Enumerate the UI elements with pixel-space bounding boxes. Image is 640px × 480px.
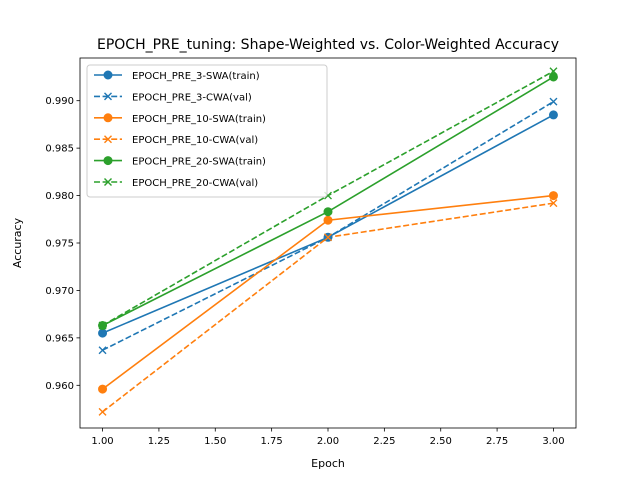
x-tick-label: 1.75 bbox=[261, 436, 283, 447]
chart-title: EPOCH_PRE_tuning: Shape-Weighted vs. Col… bbox=[97, 37, 559, 53]
y-tick-label: 0.965 bbox=[45, 333, 74, 344]
legend-marker bbox=[103, 156, 113, 166]
series-5-point bbox=[549, 67, 558, 76]
legend-marker bbox=[103, 113, 113, 123]
x-tick-label: 1.25 bbox=[148, 436, 170, 447]
x-tick-label: 2.50 bbox=[430, 436, 452, 447]
series-1-point bbox=[549, 97, 558, 106]
series-2-point bbox=[323, 215, 333, 225]
legend-label: EPOCH_PRE_3-CWA(val) bbox=[132, 92, 252, 103]
legend-label: EPOCH_PRE_10-CWA(val) bbox=[132, 135, 258, 146]
series-2-point bbox=[98, 384, 108, 394]
legend-box bbox=[86, 64, 328, 198]
y-tick-label: 0.960 bbox=[45, 381, 74, 392]
series-0-point bbox=[98, 328, 108, 338]
legend-label: EPOCH_PRE_20-CWA(val) bbox=[132, 178, 258, 189]
series-3-point bbox=[549, 199, 558, 208]
series-3-point bbox=[324, 233, 332, 242]
x-axis-ticks: 1.00 1.25 1.50 1.75 2.00 2.25 2.50 2.75 3.00 bbox=[91, 428, 565, 447]
legend: EPOCH_PRE_3-SWA(train) EPOCH_PRE_3-CWA(va… bbox=[86, 64, 328, 198]
legend-marker bbox=[104, 135, 112, 144]
series-4-point bbox=[323, 207, 333, 217]
x-tick-label: 1.00 bbox=[91, 436, 113, 447]
x-axis-label: Epoch bbox=[311, 457, 345, 470]
legend-label: EPOCH_PRE_10-SWA(train) bbox=[132, 114, 266, 125]
series-5-point bbox=[98, 321, 107, 330]
x-tick-label: 3.00 bbox=[542, 436, 564, 447]
series-3-point bbox=[98, 407, 107, 416]
legend-label: EPOCH_PRE_20-SWA(train) bbox=[132, 157, 266, 168]
series-1-point bbox=[98, 346, 107, 355]
series-0-point bbox=[548, 110, 558, 120]
y-tick-label: 0.975 bbox=[45, 239, 74, 250]
x-tick-label: 2.25 bbox=[373, 436, 395, 447]
legend-label: EPOCH_PRE_3-SWA(train) bbox=[132, 71, 260, 82]
x-tick-label: 2.00 bbox=[317, 436, 339, 447]
y-axis-ticks: 0.960 0.965 0.970 0.975 0.980 0.985 0.990 bbox=[45, 96, 80, 392]
legend-marker bbox=[104, 178, 112, 186]
y-tick-label: 0.985 bbox=[45, 144, 74, 155]
x-tick-label: 2.75 bbox=[486, 436, 508, 447]
series-markers bbox=[98, 67, 558, 416]
series-4-point bbox=[548, 72, 558, 82]
x-tick-label: 1.50 bbox=[204, 436, 226, 447]
y-axis-label: Accuracy bbox=[11, 217, 24, 268]
series-2-point bbox=[548, 191, 558, 201]
y-tick-label: 0.980 bbox=[45, 191, 74, 202]
legend-marker bbox=[103, 70, 113, 80]
y-tick-label: 0.990 bbox=[45, 96, 74, 107]
legend-marker bbox=[104, 92, 112, 101]
y-tick-label: 0.970 bbox=[45, 286, 74, 297]
